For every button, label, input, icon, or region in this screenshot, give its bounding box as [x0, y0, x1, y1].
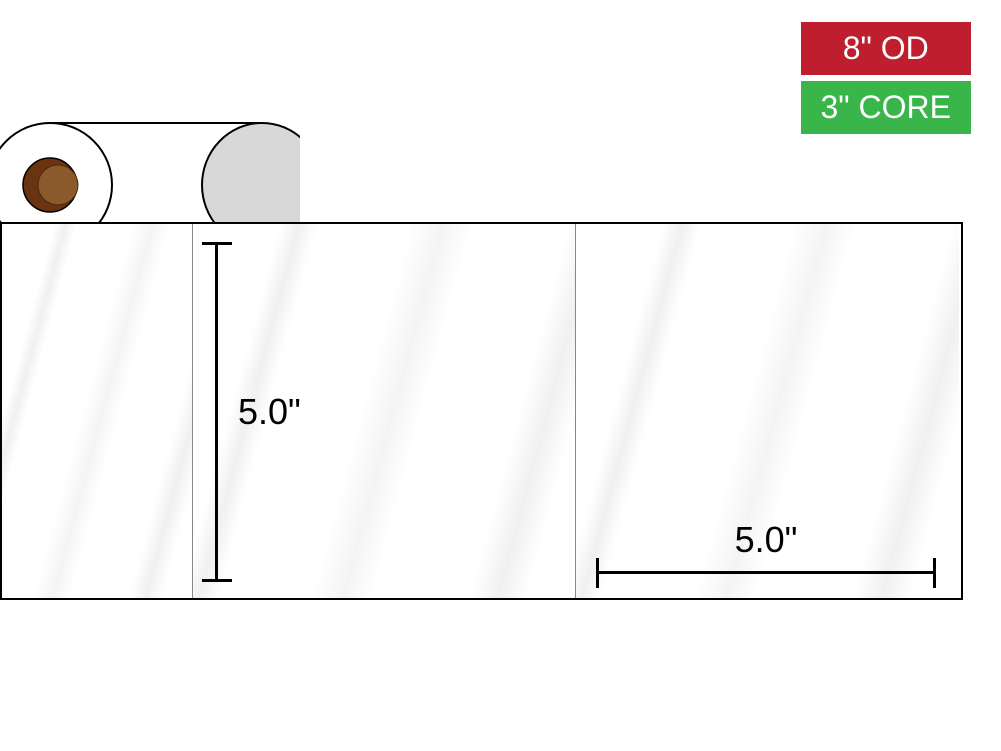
badge-container: 8" OD 3" CORE — [801, 22, 972, 134]
badge-od: 8" OD — [801, 22, 972, 75]
label-segment — [2, 224, 193, 598]
width-value: 5.0" — [735, 519, 798, 561]
height-dimension: 5.0" — [215, 242, 301, 582]
label-segment: 5.0" — [576, 224, 959, 598]
dimension-line-horizontal — [596, 571, 936, 574]
label-segment: 5.0" — [193, 224, 576, 598]
badge-core: 3" CORE — [801, 81, 972, 134]
height-value: 5.0" — [238, 391, 301, 433]
label-strip: 5.0" 5.0" — [0, 222, 963, 600]
dimension-line-vertical — [215, 242, 218, 582]
width-dimension: 5.0" — [596, 519, 936, 574]
